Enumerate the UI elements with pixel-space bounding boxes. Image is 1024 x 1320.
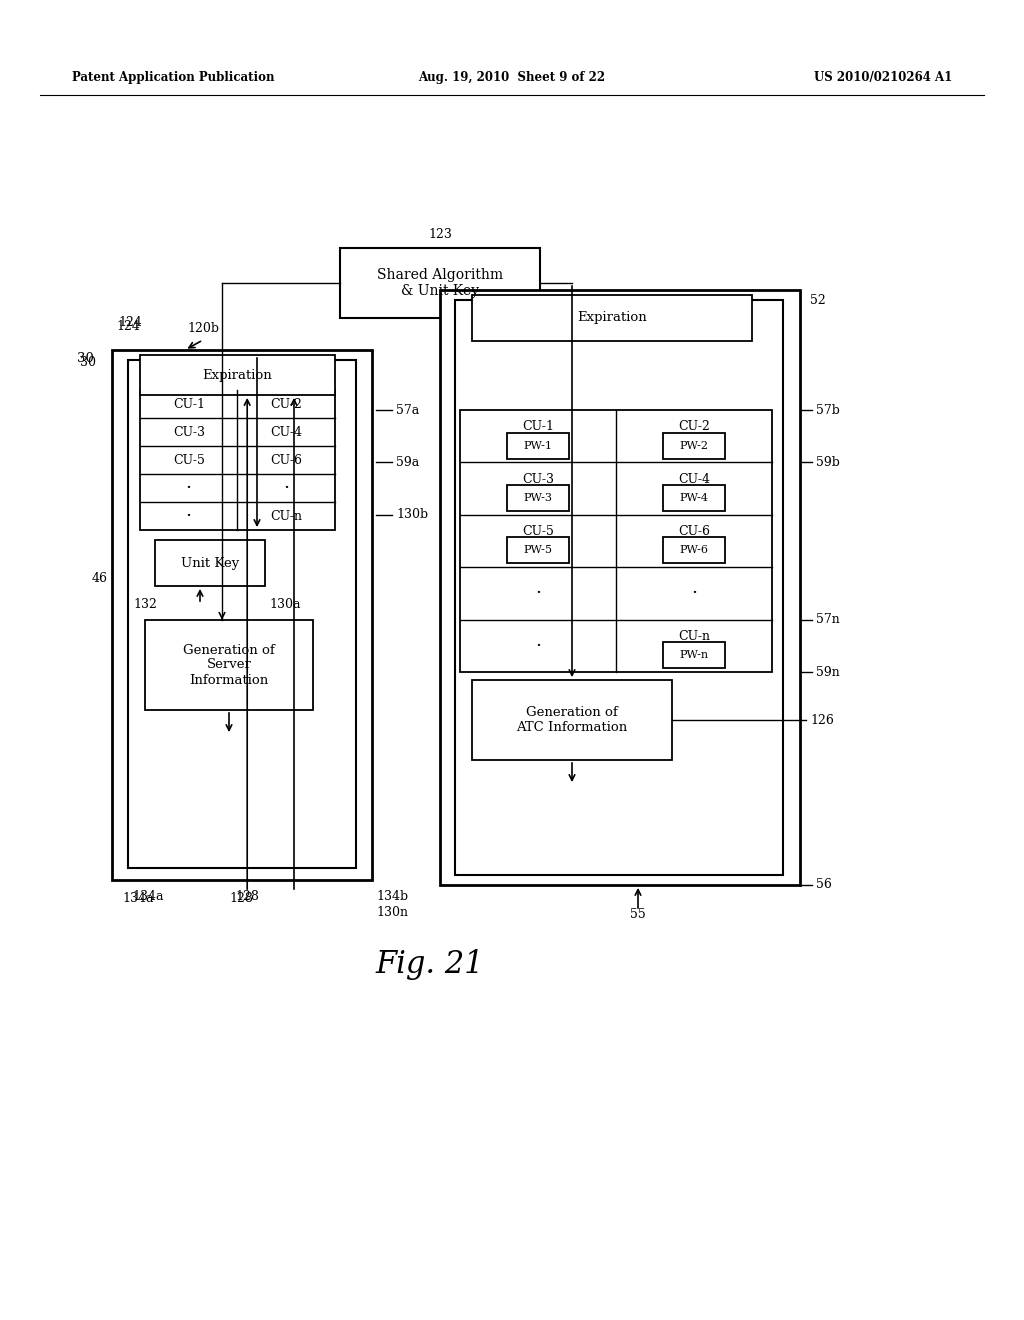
Text: ·: · xyxy=(284,479,290,498)
Bar xyxy=(507,433,569,458)
Text: 134a: 134a xyxy=(132,890,164,903)
Text: ·: · xyxy=(691,585,697,602)
Text: 55: 55 xyxy=(630,908,646,921)
Text: Patent Application Publication: Patent Application Publication xyxy=(72,71,274,84)
Text: 120b: 120b xyxy=(187,322,219,334)
Text: 59n: 59n xyxy=(816,665,840,678)
Text: Generation of
Server
Information: Generation of Server Information xyxy=(183,644,274,686)
Text: US 2010/0210264 A1: US 2010/0210264 A1 xyxy=(814,71,952,84)
Text: Expiration: Expiration xyxy=(203,368,272,381)
Bar xyxy=(455,300,783,875)
Text: 59b: 59b xyxy=(816,455,840,469)
Bar xyxy=(340,248,540,318)
Text: 128: 128 xyxy=(229,891,253,904)
Text: PW-1: PW-1 xyxy=(523,441,553,450)
Bar xyxy=(112,350,372,880)
Text: 57n: 57n xyxy=(816,612,840,626)
Text: 57b: 57b xyxy=(816,404,840,417)
Text: CU-4: CU-4 xyxy=(678,473,710,486)
Bar xyxy=(472,294,752,341)
Text: CU-n: CU-n xyxy=(270,510,302,523)
Text: CU-3: CU-3 xyxy=(522,473,554,486)
Bar xyxy=(663,484,725,511)
Text: 126: 126 xyxy=(810,714,834,726)
Text: CU-6: CU-6 xyxy=(678,525,710,539)
Text: CU-1: CU-1 xyxy=(173,397,205,411)
Bar xyxy=(663,537,725,564)
Bar xyxy=(663,643,725,668)
Bar xyxy=(460,411,772,672)
Text: 132: 132 xyxy=(133,598,157,610)
Bar xyxy=(140,389,335,531)
Text: 130a: 130a xyxy=(269,598,300,610)
Text: ·: · xyxy=(185,479,191,498)
Text: ·: · xyxy=(535,585,541,602)
Bar xyxy=(507,484,569,511)
Text: CU-6: CU-6 xyxy=(270,454,302,466)
Text: PW-3: PW-3 xyxy=(523,494,553,503)
Text: 124: 124 xyxy=(116,319,140,333)
Text: 57a: 57a xyxy=(396,404,419,417)
Text: Generation of
ATC Information: Generation of ATC Information xyxy=(516,706,628,734)
Text: CU-3: CU-3 xyxy=(173,425,205,438)
Text: Expiration: Expiration xyxy=(578,312,647,325)
Bar xyxy=(128,360,356,869)
Text: ·: · xyxy=(535,636,541,655)
Text: CU-n: CU-n xyxy=(678,630,710,643)
Text: PW-5: PW-5 xyxy=(523,545,553,556)
Text: PW-4: PW-4 xyxy=(680,494,709,503)
Text: Aug. 19, 2010  Sheet 9 of 22: Aug. 19, 2010 Sheet 9 of 22 xyxy=(419,71,605,84)
Text: CU-2: CU-2 xyxy=(678,420,710,433)
Bar xyxy=(472,680,672,760)
Text: PW-6: PW-6 xyxy=(680,545,709,556)
Text: Fig. 21: Fig. 21 xyxy=(376,949,484,981)
Text: ·: · xyxy=(185,507,191,525)
Text: CU-1: CU-1 xyxy=(522,420,554,433)
Text: 128: 128 xyxy=(236,890,259,903)
Text: 134a: 134a xyxy=(122,891,154,904)
Text: PW-2: PW-2 xyxy=(680,441,709,450)
Bar xyxy=(440,290,800,884)
Bar xyxy=(663,433,725,458)
Text: 123: 123 xyxy=(428,227,452,240)
Text: CU-5: CU-5 xyxy=(522,525,554,539)
Text: 130b: 130b xyxy=(396,508,428,521)
Text: 59a: 59a xyxy=(396,455,419,469)
Text: CU-2: CU-2 xyxy=(270,397,302,411)
Text: CU-4: CU-4 xyxy=(270,425,302,438)
Bar xyxy=(155,540,265,586)
Bar xyxy=(145,620,313,710)
Text: Shared Algorithm
& Unit Key: Shared Algorithm & Unit Key xyxy=(377,268,503,298)
Text: 130n: 130n xyxy=(376,906,408,919)
Text: 46: 46 xyxy=(92,573,108,586)
Text: 30: 30 xyxy=(80,355,96,368)
Text: 124: 124 xyxy=(118,315,142,329)
Bar xyxy=(140,355,335,395)
Text: CU-5: CU-5 xyxy=(173,454,205,466)
Text: 134b: 134b xyxy=(376,890,409,903)
Text: 30: 30 xyxy=(77,351,94,364)
Text: 52: 52 xyxy=(810,293,825,306)
Bar xyxy=(507,537,569,564)
Text: Unit Key: Unit Key xyxy=(181,557,240,569)
Text: 56: 56 xyxy=(816,879,831,891)
Text: PW-n: PW-n xyxy=(680,651,709,660)
